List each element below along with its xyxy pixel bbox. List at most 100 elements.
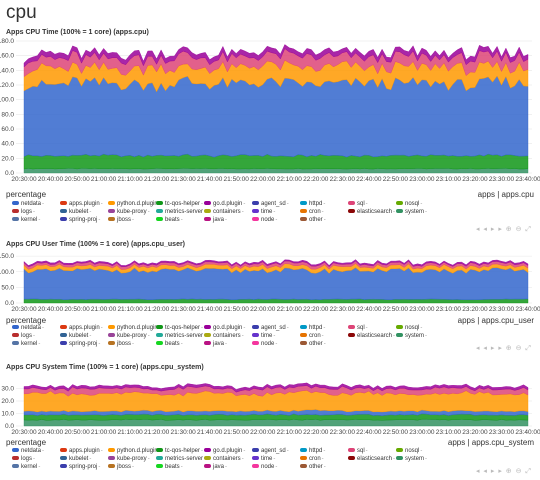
legend-item-cron[interactable]: cron- bbox=[300, 333, 324, 339]
legend-item-kernel[interactable]: kernel- bbox=[12, 341, 40, 347]
plot-area[interactable]: 0.0 20.0 40.0 60.0 80.0 100.0 120.0 140.0 160.0 1… bbox=[0, 37, 540, 185]
legend-item-node[interactable]: node- bbox=[252, 341, 277, 347]
legend-item-tc-qos-helper[interactable]: tc-qos-helper- bbox=[156, 448, 203, 454]
legend-label: nosql bbox=[405, 325, 420, 331]
series-area-go-d-plugin bbox=[23, 44, 529, 68]
legend-item-java[interactable]: java- bbox=[204, 217, 227, 223]
plot-area[interactable]: 0.010.020.030.020:30:00 20:40:00 20:50:00 2… bbox=[0, 372, 540, 438]
legend-item-cron[interactable]: cron- bbox=[300, 456, 324, 462]
legend-item-system[interactable]: system- bbox=[396, 333, 427, 339]
legend-item-time[interactable]: time- bbox=[252, 456, 275, 462]
legend-item-kubelet[interactable]: kubelet- bbox=[60, 333, 91, 339]
legend-item-nosql[interactable]: nosql- bbox=[396, 201, 422, 207]
legend-item-system[interactable]: system- bbox=[396, 209, 427, 215]
legend-item-kubelet[interactable]: kubelet- bbox=[60, 456, 91, 462]
legend-item-elasticsearch[interactable]: elasticsearch- bbox=[348, 456, 395, 462]
legend-swatch bbox=[204, 448, 211, 453]
legend-item-jboss[interactable]: jboss- bbox=[108, 341, 134, 347]
legend-item-tc-qos-helper[interactable]: tc-qos-helper- bbox=[156, 201, 203, 207]
legend-swatch bbox=[252, 217, 259, 222]
legend-item-tc-qos-helper[interactable]: tc-qos-helper- bbox=[156, 325, 203, 331]
legend-item-metrics-server[interactable]: metrics-server- bbox=[156, 456, 206, 462]
legend-item-apps-plugin[interactable]: apps.plugin- bbox=[60, 448, 103, 454]
legend-swatch bbox=[396, 333, 403, 338]
legend-item-containers[interactable]: containers- bbox=[204, 456, 244, 462]
legend-item-go-d-plugin[interactable]: go.d.plugin- bbox=[204, 201, 245, 207]
y-tick-label: 60.0 bbox=[1, 126, 14, 133]
legend-item-jboss[interactable]: jboss- bbox=[108, 217, 134, 223]
legend-item-httpd[interactable]: httpd- bbox=[300, 201, 325, 207]
legend-item-other[interactable]: other- bbox=[300, 464, 326, 470]
legend-label: httpd bbox=[309, 201, 323, 207]
x-tick-label: 23:40:00 bbox=[515, 429, 540, 436]
legend-item-metrics-server[interactable]: metrics-server- bbox=[156, 209, 206, 215]
x-tick-label: 21:50:00 bbox=[224, 429, 250, 436]
legend-item-spring-proj[interactable]: spring-proj- bbox=[60, 341, 100, 347]
legend-item-spring-proj[interactable]: spring-proj- bbox=[60, 217, 100, 223]
legend-item-sql[interactable]: sql- bbox=[348, 448, 368, 454]
units-label: percentage bbox=[6, 438, 47, 447]
legend-item-httpd[interactable]: httpd- bbox=[300, 325, 325, 331]
legend-item-go-d-plugin[interactable]: go.d.plugin- bbox=[204, 448, 245, 454]
legend-item-cron[interactable]: cron- bbox=[300, 209, 324, 215]
legend-item-kube-proxy[interactable]: kube-proxy- bbox=[108, 209, 150, 215]
legend-item-system[interactable]: system- bbox=[396, 456, 427, 462]
x-tick-label: 20:50:00 bbox=[64, 429, 90, 436]
legend-item-metrics-server[interactable]: metrics-server- bbox=[156, 333, 206, 339]
legend-item-logs[interactable]: logs- bbox=[12, 209, 35, 215]
legend-item-sql[interactable]: sql- bbox=[348, 201, 368, 207]
legend-item-python-d-plugin[interactable]: python.d.plugin- bbox=[108, 448, 161, 454]
legend-item-logs[interactable]: logs- bbox=[12, 456, 35, 462]
legend-swatch bbox=[156, 448, 163, 453]
legend-item-other[interactable]: other- bbox=[300, 217, 326, 223]
legend-item-kube-proxy[interactable]: kube-proxy- bbox=[108, 333, 150, 339]
legend-item-containers[interactable]: containers- bbox=[204, 333, 244, 339]
legend-item-jboss[interactable]: jboss- bbox=[108, 464, 134, 470]
legend-item-beats[interactable]: beats- bbox=[156, 341, 183, 347]
legend-item-python-d-plugin[interactable]: python.d.plugin- bbox=[108, 325, 161, 331]
legend-value: - bbox=[42, 325, 45, 331]
legend-item-node[interactable]: node- bbox=[252, 464, 277, 470]
legend-item-beats[interactable]: beats- bbox=[156, 464, 183, 470]
legend-swatch bbox=[396, 456, 403, 461]
chart-controls[interactable]: ◂ ◂ ▸ ▸ ⊕ ⊖ ⤢ bbox=[475, 345, 532, 352]
legend-item-node[interactable]: node- bbox=[252, 217, 277, 223]
legend-label: netdata bbox=[21, 325, 42, 331]
chart-controls[interactable]: ◂ ◂ ▸ ▸ ⊕ ⊖ ⤢ bbox=[475, 468, 532, 475]
legend-item-netdata[interactable]: netdata- bbox=[12, 325, 44, 331]
legend-item-apps-plugin[interactable]: apps.plugin- bbox=[60, 201, 103, 207]
chart-controls[interactable]: ◂ ◂ ▸ ▸ ⊕ ⊖ ⤢ bbox=[475, 226, 532, 233]
legend-item-time[interactable]: time- bbox=[252, 209, 275, 215]
legend-value: - bbox=[275, 217, 278, 223]
plot-area[interactable]: 0.0 50.0 100.0 150.0 20:30:0020:40:0020:50:0… bbox=[0, 249, 540, 315]
legend-item-nosql[interactable]: nosql- bbox=[396, 325, 422, 331]
legend-item-go-d-plugin[interactable]: go.d.plugin- bbox=[204, 325, 245, 331]
chart-title: Apps CPU Time (100% = 1 core) (apps.cpu) bbox=[6, 29, 149, 36]
legend-item-httpd[interactable]: httpd- bbox=[300, 448, 325, 454]
legend-item-agent_sd[interactable]: agent_sd- bbox=[252, 325, 289, 331]
legend-item-time[interactable]: time- bbox=[252, 333, 275, 339]
legend-item-logs[interactable]: logs- bbox=[12, 333, 35, 339]
legend-value: - bbox=[286, 201, 289, 207]
legend-item-kube-proxy[interactable]: kube-proxy- bbox=[108, 456, 150, 462]
legend-item-kubelet[interactable]: kubelet- bbox=[60, 209, 91, 215]
legend-item-other[interactable]: other- bbox=[300, 341, 326, 347]
legend-item-beats[interactable]: beats- bbox=[156, 217, 183, 223]
x-tick-label: 23:30:00 bbox=[489, 306, 515, 313]
legend-item-kernel[interactable]: kernel- bbox=[12, 464, 40, 470]
legend-item-agent_sd[interactable]: agent_sd- bbox=[252, 201, 289, 207]
legend-item-python-d-plugin[interactable]: python.d.plugin- bbox=[108, 201, 161, 207]
legend-item-elasticsearch[interactable]: elasticsearch- bbox=[348, 209, 395, 215]
legend-item-agent_sd[interactable]: agent_sd- bbox=[252, 448, 289, 454]
legend-item-containers[interactable]: containers- bbox=[204, 209, 244, 215]
legend-item-spring-proj[interactable]: spring-proj- bbox=[60, 464, 100, 470]
legend-item-elasticsearch[interactable]: elasticsearch- bbox=[348, 333, 395, 339]
legend-item-java[interactable]: java- bbox=[204, 464, 227, 470]
legend-item-netdata[interactable]: netdata- bbox=[12, 448, 44, 454]
legend-item-java[interactable]: java- bbox=[204, 341, 227, 347]
legend-item-nosql[interactable]: nosql- bbox=[396, 448, 422, 454]
legend-item-apps-plugin[interactable]: apps.plugin- bbox=[60, 325, 103, 331]
legend-item-netdata[interactable]: netdata- bbox=[12, 201, 44, 207]
legend-item-kernel[interactable]: kernel- bbox=[12, 217, 40, 223]
legend-item-sql[interactable]: sql- bbox=[348, 325, 368, 331]
